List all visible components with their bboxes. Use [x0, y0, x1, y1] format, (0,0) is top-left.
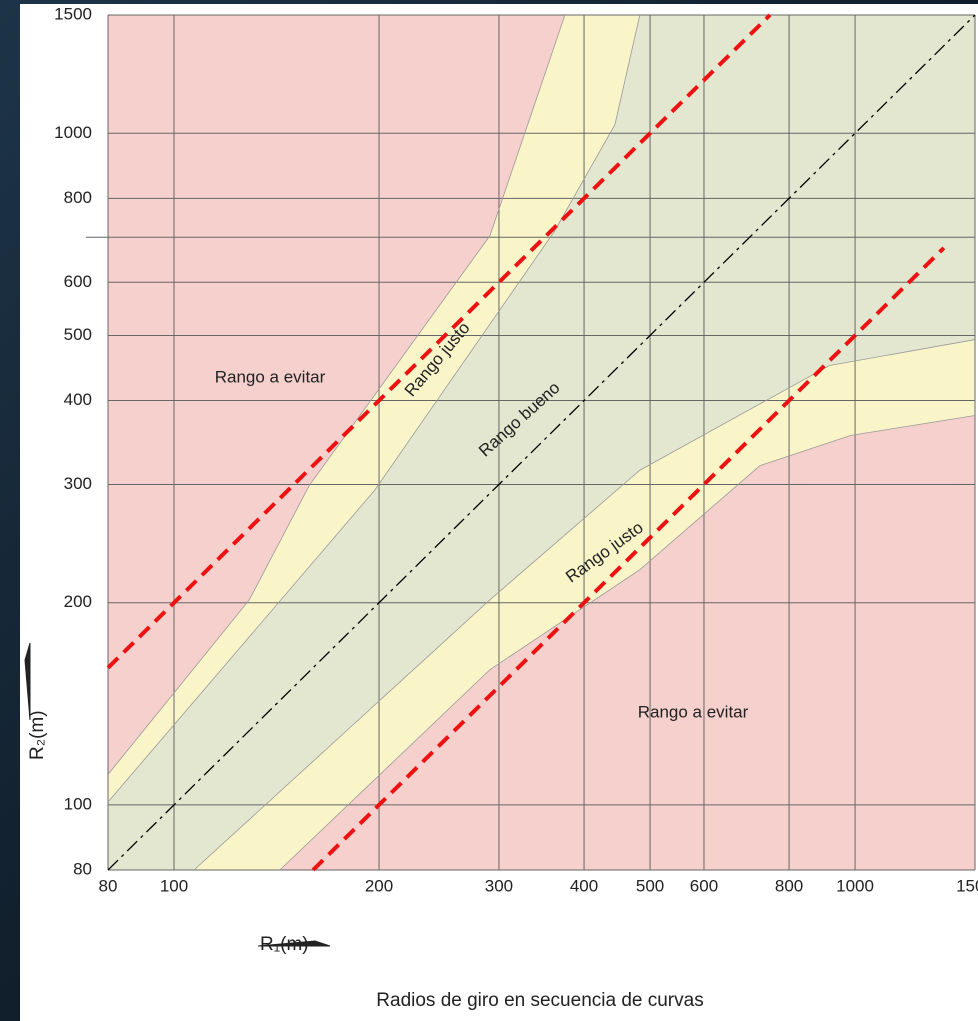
x-tick-label: 800: [775, 876, 803, 895]
caption: Radios de giro en secuencia de curvas: [376, 990, 703, 1011]
x-tick-label: 1000: [836, 876, 874, 895]
x-tick-label: 80: [99, 876, 118, 895]
x-tick-label: 200: [365, 876, 393, 895]
region-label: Rango a evitar: [638, 702, 749, 721]
x-tick-label: 300: [485, 876, 513, 895]
x-tick-label: 500: [636, 876, 664, 895]
y-tick-label: 80: [73, 859, 92, 878]
x-tick-label: 600: [690, 876, 718, 895]
region-label: Rango a evitar: [215, 367, 326, 386]
x-tick-label: 400: [570, 876, 598, 895]
chart: R₁(m) R₂(m) Radios de giro en secuencia …: [0, 0, 978, 1021]
y-tick-label: 300: [64, 474, 92, 493]
y-tick-label: 1500: [54, 4, 92, 23]
y-tick-label: 600: [64, 272, 92, 291]
x-tick-label: 100: [160, 876, 188, 895]
y-tick-label: 400: [64, 390, 92, 409]
y-tick-label: 100: [64, 794, 92, 813]
x-tick-label: 1500: [956, 876, 978, 895]
y-tick-label: 1000: [54, 123, 92, 142]
plot-area: [86, 15, 975, 870]
y-tick-label: 500: [64, 325, 92, 344]
page: R₁(m) R₂(m) Radios de giro en secuencia …: [0, 0, 978, 1021]
y-tick-label: 200: [64, 592, 92, 611]
y-tick-label: 800: [64, 188, 92, 207]
